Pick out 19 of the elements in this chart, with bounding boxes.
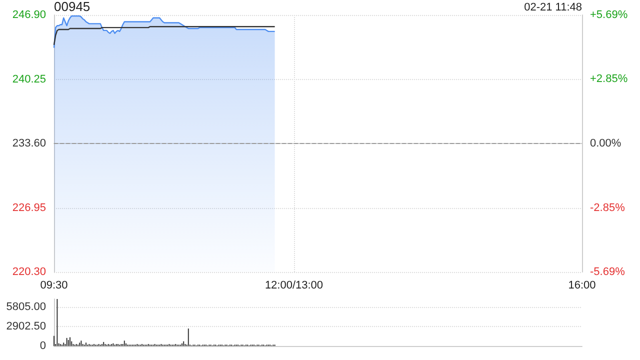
y-tick-label: 0 — [40, 340, 46, 352]
x-tick-label: 09:30 — [40, 280, 68, 292]
y-tick-label: 246.90 — [12, 9, 46, 21]
y-tick-label: 240.25 — [12, 73, 46, 86]
y2-tick-label: +2.85% — [590, 73, 628, 86]
y-tick-label: 226.95 — [12, 202, 46, 214]
line-series — [53, 26, 276, 46]
y2-tick-label: -2.85% — [590, 202, 626, 214]
x-tick-label: 16:00 — [568, 280, 596, 292]
y-tick-label: 5805.00 — [6, 301, 46, 314]
text: 02-21 11:48 — [524, 2, 582, 14]
y-tick-label: 233.60 — [12, 138, 46, 150]
x-tick-label: 12:00/13:00 — [264, 280, 324, 292]
y2-tick-label: -5.69% — [590, 266, 626, 278]
y-tick-label: 220.30 — [12, 266, 46, 278]
chart-title: 00945 — [54, 0, 90, 14]
y-tick-label: 2902.50 — [6, 320, 46, 333]
y2-tick-label: 0.00% — [590, 138, 622, 150]
y2-tick-label: +5.69% — [590, 9, 628, 21]
